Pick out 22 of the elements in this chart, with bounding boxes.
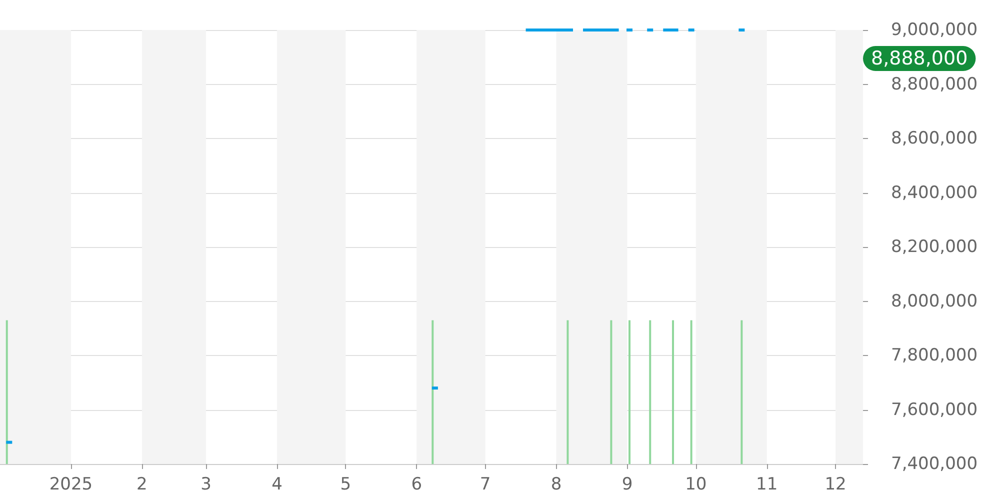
x-tick-label: 3: [200, 474, 212, 494]
y-tick-label: 8,200,000: [891, 237, 978, 257]
y-tick-label: 9,000,000: [891, 20, 978, 40]
x-tick-label: 9: [622, 474, 633, 494]
y-tick-label: 8,400,000: [891, 182, 978, 203]
y-tick-label: 7,400,000: [891, 454, 978, 474]
text: 8,888,000: [871, 48, 968, 70]
y-tick-label: 7,800,000: [891, 346, 978, 366]
y-tick-label: 7,600,000: [891, 400, 978, 420]
x-tick-label: 11: [756, 474, 778, 494]
x-tick-label: 2025: [49, 474, 93, 494]
x-tick-label: 2: [136, 474, 148, 494]
x-tick-label: 7: [480, 474, 491, 494]
x-tick-label: 4: [272, 474, 282, 494]
x-tick-label: 8: [550, 474, 562, 494]
x-tick-label: 12: [824, 474, 846, 494]
y-tick-label: 8,000,000: [891, 291, 978, 312]
x-tick-label: 10: [685, 474, 707, 494]
y-tick-label: 8,600,000: [891, 128, 978, 148]
x-tick-label: 6: [411, 474, 422, 494]
x-tick-label: 5: [340, 474, 352, 494]
y-tick-label: 8,800,000: [891, 74, 978, 94]
